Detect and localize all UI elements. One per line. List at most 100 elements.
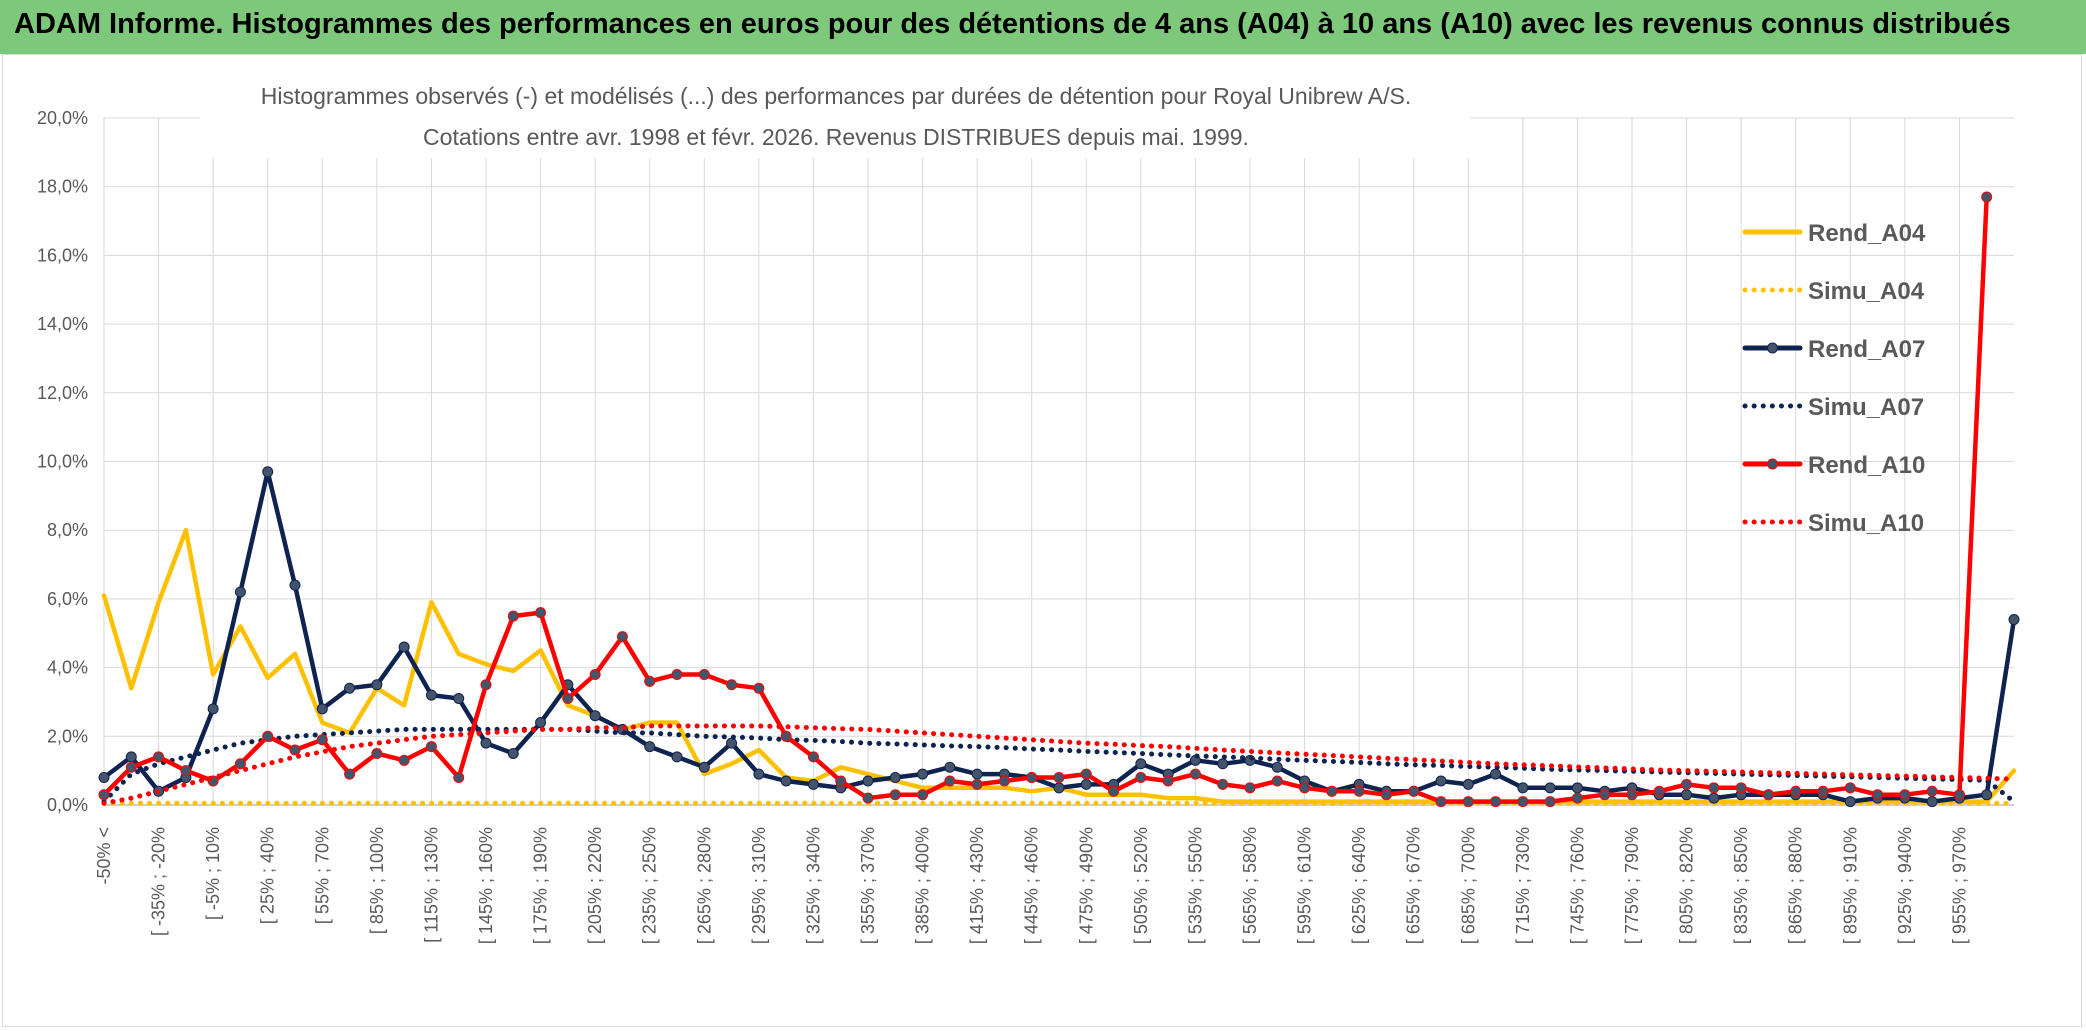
data-point	[1408, 785, 1420, 797]
data-point	[1462, 778, 1474, 790]
data-point	[453, 772, 465, 784]
data-point	[153, 751, 165, 763]
y-tick-label: 2,0%	[47, 726, 88, 746]
x-tick-label: [ 325% ; 340%	[803, 827, 823, 944]
x-tick-label: [ 85% ; 100%	[367, 827, 387, 934]
data-point	[862, 775, 874, 787]
x-tick-label: [ 25% ; 40%	[258, 827, 278, 924]
data-point	[1926, 785, 1938, 797]
data-point	[234, 586, 246, 598]
y-tick-label: 0,0%	[47, 795, 88, 815]
data-point	[917, 768, 929, 780]
x-tick-label: [ 595% ; 610%	[1295, 827, 1315, 944]
x-tick-label: [ 235% ; 250%	[640, 827, 660, 944]
data-point	[535, 607, 547, 619]
data-point	[1953, 789, 1965, 801]
data-point	[1599, 789, 1611, 801]
data-point	[1817, 785, 1829, 797]
data-point	[1626, 789, 1638, 801]
data-point	[2008, 614, 2020, 626]
y-tick-label: 6,0%	[47, 589, 88, 609]
x-tick-label: [ 625% ; 640%	[1349, 827, 1369, 944]
series-line-rend-a10	[101, 194, 1989, 804]
x-tick-label: [ 745% ; 760%	[1567, 827, 1587, 944]
data-point	[589, 668, 601, 680]
data-point	[344, 768, 356, 780]
data-point	[1981, 789, 1993, 801]
x-tick-label: [ -35% ; -20%	[149, 827, 169, 936]
data-point	[1708, 792, 1720, 804]
data-point	[180, 765, 192, 777]
series-lines	[98, 191, 2020, 808]
series-line-simu-a10	[101, 723, 2017, 806]
legend-marker	[1767, 458, 1778, 470]
data-point	[98, 789, 110, 801]
x-tick-label: [ 955% ; 970%	[1949, 827, 1969, 944]
chart-title-background	[200, 76, 1470, 158]
x-tick-label: [ 415% ; 430%	[967, 827, 987, 944]
x-tick-label: -50% <	[94, 827, 114, 885]
data-point	[862, 792, 874, 804]
x-tick-label: [ 565% ; 580%	[1240, 827, 1260, 944]
data-point	[1981, 191, 1993, 203]
x-tick-label: [ 295% ; 310%	[749, 827, 769, 944]
data-point	[971, 778, 983, 790]
data-point	[1490, 768, 1502, 780]
data-point	[398, 641, 410, 653]
data-point	[835, 775, 847, 787]
report-title: ADAM Informe. Histogrammes des performan…	[14, 8, 2011, 40]
data-point	[1571, 782, 1583, 794]
data-point	[1053, 772, 1065, 784]
y-tick-label: 8,0%	[47, 520, 88, 540]
legend-marker	[1767, 342, 1778, 354]
data-point	[425, 689, 437, 701]
data-point	[1299, 782, 1311, 794]
data-point	[507, 610, 519, 622]
x-tick-label: [ 805% ; 820%	[1677, 827, 1697, 944]
data-point	[1899, 789, 1911, 801]
legend-label-rend-a10: Rend_A10	[1808, 452, 1925, 479]
data-point	[1026, 772, 1038, 784]
legend-label-rend-a07: Rend_A07	[1808, 336, 1925, 363]
chart-title-line2: Cotations entre avr. 1998 et févr. 2026.…	[423, 124, 1249, 150]
axes: 0,0% 2,0% 4,0% 6,0% 8,0% 10,0% 12,0% 14,0% 16,0%…	[37, 108, 2014, 944]
data-point	[807, 778, 819, 790]
data-point	[616, 631, 628, 643]
data-point	[371, 747, 383, 759]
x-tick-label: [ 475% ; 490%	[1076, 827, 1096, 944]
data-point	[1517, 782, 1529, 794]
legend-label-simu-a04: Simu_A04	[1808, 278, 1925, 305]
data-point	[1053, 782, 1065, 794]
data-point	[589, 710, 601, 722]
data-point	[1353, 785, 1365, 797]
legend: Rend_A04 Simu_A04 Rend_A07 Simu_A07 Rend_A10…	[1742, 220, 1926, 537]
data-point	[1135, 772, 1147, 784]
data-point	[917, 789, 929, 801]
chart-frame	[2, 54, 2082, 1027]
data-point	[1762, 789, 1774, 801]
data-point	[1790, 785, 1802, 797]
data-point	[1517, 796, 1529, 808]
data-point	[1380, 789, 1392, 801]
data-point	[1653, 785, 1665, 797]
x-tick-label: [ 505% ; 520%	[1131, 827, 1151, 944]
x-tick-label: [ 685% ; 700%	[1458, 827, 1478, 944]
data-point	[889, 789, 901, 801]
data-point	[453, 693, 465, 705]
data-point	[644, 741, 656, 753]
data-point	[1681, 778, 1693, 790]
x-tick-label: [ 175% ; 190%	[531, 827, 551, 944]
x-tick-label: [ 115% ; 130%	[421, 827, 441, 943]
x-tick-label: [ 865% ; 880%	[1786, 827, 1806, 944]
x-tick-label: [ 775% ; 790%	[1622, 827, 1642, 944]
data-point	[726, 679, 738, 691]
data-point	[1544, 796, 1556, 808]
data-point	[344, 682, 356, 694]
data-point	[480, 679, 492, 691]
legend-label-simu-a10: Simu_A10	[1808, 510, 1924, 537]
data-point	[753, 768, 765, 780]
data-point	[507, 747, 519, 759]
data-point	[262, 730, 274, 742]
data-point	[98, 772, 110, 784]
